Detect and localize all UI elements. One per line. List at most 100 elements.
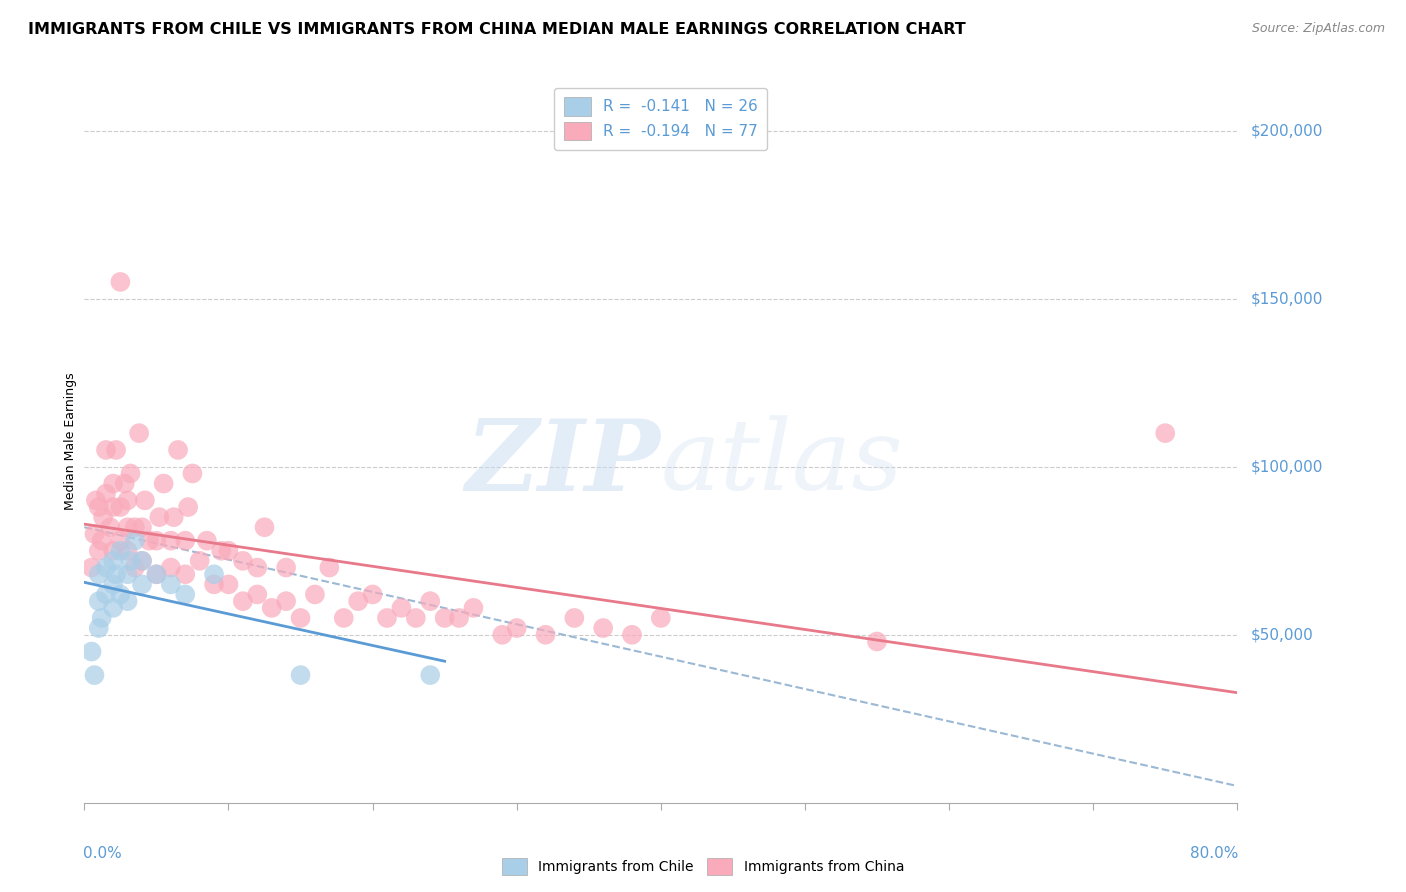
Point [218,577,240,591]
Point [405,611,427,625]
Point [103,543,124,558]
Point [105,442,128,457]
Point [260,600,283,615]
Y-axis label: Median Male Earnings: Median Male Earnings [65,373,77,510]
Point [177,500,200,514]
Point [110,533,132,548]
Point [491,628,513,642]
Point [90,533,112,548]
Point [160,560,183,574]
Point [361,587,384,601]
Point [290,611,312,625]
Point [592,621,614,635]
Point [94,442,117,457]
Point [333,611,356,625]
Point [391,600,413,615]
Text: atlas: atlas [661,416,904,511]
Point [114,476,136,491]
Point [232,554,254,568]
Point [98,520,121,534]
Text: 80.0%: 80.0% [1189,847,1239,861]
Point [449,611,471,625]
Point [621,628,644,642]
Point [105,567,128,582]
Point [276,594,298,608]
Point [87,621,110,635]
Point [94,560,117,574]
Point [375,611,398,625]
Point [318,560,340,574]
Point [84,493,107,508]
Point [103,577,124,591]
Point [80,644,103,658]
Point [110,587,132,601]
Point [195,533,218,548]
Point [117,520,139,534]
Point [128,426,150,441]
Point [87,500,110,514]
Point [87,543,110,558]
Point [91,510,114,524]
Point [131,577,153,591]
Point [232,594,254,608]
Point [110,275,132,289]
Point [866,634,889,648]
Point [110,500,132,514]
Point [433,611,456,625]
Point [174,533,197,548]
Point [117,567,139,582]
Text: $50,000: $50,000 [1251,627,1315,642]
Point [131,520,153,534]
Point [124,560,146,574]
Point [218,543,240,558]
Point [564,611,586,625]
Point [246,560,269,574]
Text: ZIP: ZIP [465,415,661,511]
Point [419,668,441,682]
Point [87,567,110,582]
Point [290,668,312,682]
Point [103,554,124,568]
Point [347,594,370,608]
Text: Source: ZipAtlas.com: Source: ZipAtlas.com [1251,22,1385,36]
Point [188,554,211,568]
Point [506,621,529,635]
Point [174,567,197,582]
Point [117,594,139,608]
Point [120,467,142,481]
Legend: R =  -0.141   N = 26, R =  -0.194   N = 77: R = -0.141 N = 26, R = -0.194 N = 77 [554,88,768,150]
Point [138,533,160,548]
Point [90,611,112,625]
Point [103,500,124,514]
Point [117,493,139,508]
Point [167,442,190,457]
Point [103,476,124,491]
Point [145,567,167,582]
Point [145,567,167,582]
Point [148,510,170,524]
Text: IMMIGRANTS FROM CHILE VS IMMIGRANTS FROM CHINA MEDIAN MALE EARNINGS CORRELATION : IMMIGRANTS FROM CHILE VS IMMIGRANTS FROM… [28,22,966,37]
Point [534,628,557,642]
Point [160,577,183,591]
Point [253,520,276,534]
Text: $200,000: $200,000 [1251,123,1323,138]
Point [131,554,153,568]
Point [94,587,117,601]
Point [650,611,672,625]
Point [131,554,153,568]
Point [160,533,183,548]
Point [83,527,105,541]
Point [124,520,146,534]
Point [174,587,197,601]
Point [124,533,146,548]
Text: $100,000: $100,000 [1251,459,1323,475]
Point [463,600,485,615]
Point [163,510,186,524]
Point [1154,426,1177,441]
Point [134,493,156,508]
Point [246,587,269,601]
Point [304,587,326,601]
Point [419,594,441,608]
Point [94,486,117,500]
Text: 0.0%: 0.0% [83,847,122,861]
